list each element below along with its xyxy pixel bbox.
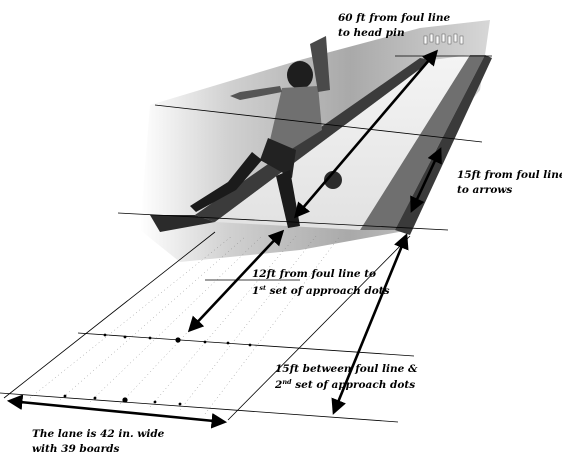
arrow-second-dots — [331, 233, 409, 415]
arrow-lane-width — [6, 394, 228, 429]
arrows-label-1: 15ft from foul line — [457, 169, 562, 181]
arrow-foul-to-arrows — [410, 147, 442, 213]
second-dots-line — [0, 392, 399, 423]
arrow-first-dots — [187, 229, 285, 333]
left-return — [150, 215, 215, 232]
measurement-arrows — [6, 49, 442, 429]
head-pin-label-1: 60 ft from foul line — [338, 12, 451, 24]
arrow-head-pin — [293, 49, 439, 219]
lane-left-edge — [3, 231, 216, 399]
first-dots-label-2: 1st set of approach dots — [252, 284, 390, 297]
lane-width-label-1: The lane is 42 in. wide — [32, 428, 165, 440]
first-dots-label-1: 12ft from foul line to — [252, 268, 376, 280]
second-dots-label-1: 15ft between foul line & — [275, 363, 418, 375]
arrows-label-2: to arrows — [457, 184, 512, 196]
lane-width-label-2: with 39 boards — [32, 443, 119, 455]
head-pin-label-2: to head pin — [338, 27, 405, 39]
pins — [423, 33, 464, 45]
approach-dots-2 — [63, 394, 182, 406]
foul-line — [117, 212, 449, 231]
approach-dots-1 — [103, 333, 252, 347]
second-dots-label-2: 2nd set of approach dots — [274, 378, 415, 391]
